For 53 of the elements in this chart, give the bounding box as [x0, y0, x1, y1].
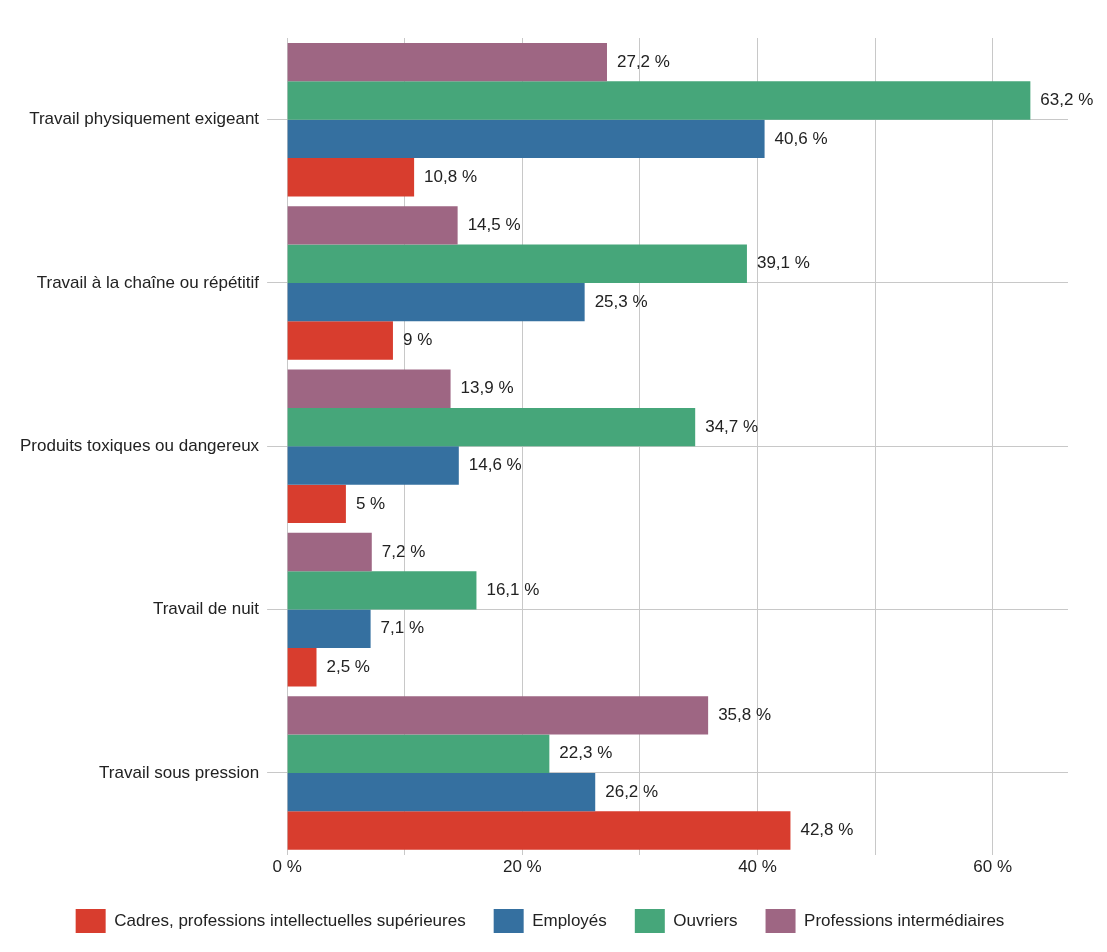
legend-label: Employés	[532, 910, 607, 930]
data-label: 63,2 %	[1040, 90, 1094, 110]
data-label: 14,5 %	[467, 215, 521, 235]
bar	[287, 811, 791, 850]
bar	[287, 81, 1031, 120]
x-tick-label: 20 %	[502, 857, 542, 877]
data-label: 13,9 %	[460, 378, 514, 398]
bar	[287, 158, 415, 197]
x-tick-label: 40 %	[738, 857, 777, 877]
data-label: 35,8 %	[718, 705, 772, 725]
y-tick-label: Produits toxiques ou dangereux	[19, 435, 260, 455]
bar	[287, 484, 346, 524]
bar	[287, 772, 596, 812]
data-label: 7,1 %	[380, 618, 425, 638]
data-label: 14,6 %	[468, 455, 522, 475]
y-tick-label: Travail à la chaîne ou répétitif	[36, 272, 260, 292]
legend-label: Cadres, professions intellectuelles supérieures	[114, 910, 466, 930]
x-tick-label: 60 %	[973, 857, 1013, 877]
data-label: 22,3 %	[559, 743, 613, 763]
bar	[287, 696, 709, 735]
bar	[287, 532, 372, 572]
bar	[287, 609, 371, 648]
data-label: 40,6 %	[774, 128, 828, 148]
bar	[287, 446, 459, 485]
data-label: 9 %	[402, 330, 433, 350]
bar	[287, 369, 451, 408]
bar	[287, 648, 317, 687]
bar	[287, 119, 765, 159]
data-label: 39,1 %	[756, 253, 810, 273]
data-label: 26,2 %	[605, 781, 659, 801]
bar	[287, 571, 477, 610]
bar	[287, 282, 585, 322]
bar	[287, 407, 696, 447]
y-tick-label: Travail sous pression	[99, 762, 260, 782]
y-tick-label: Travail de nuit	[152, 599, 260, 619]
y-tick-label: Travail physiquement exigeant	[29, 109, 260, 129]
data-label: 34,7 %	[705, 416, 759, 436]
bar	[287, 42, 607, 82]
legend-label: Professions intermédiaires	[804, 910, 1005, 930]
data-label: 27,2 %	[616, 51, 670, 71]
data-label: 16,1 %	[486, 580, 540, 600]
data-label: 7,2 %	[381, 541, 426, 561]
data-label: 2,5 %	[326, 656, 370, 676]
bar	[287, 734, 550, 773]
bar	[287, 206, 458, 245]
legend-label: Ouvriers	[673, 910, 738, 930]
data-label: 42,8 %	[800, 820, 854, 840]
bar	[287, 244, 747, 283]
data-label: 5 %	[355, 493, 386, 513]
data-label: 25,3 %	[594, 291, 648, 311]
data-label: 10,8 %	[424, 166, 478, 186]
bar	[287, 321, 393, 360]
x-tick-label: 0 %	[272, 857, 302, 877]
